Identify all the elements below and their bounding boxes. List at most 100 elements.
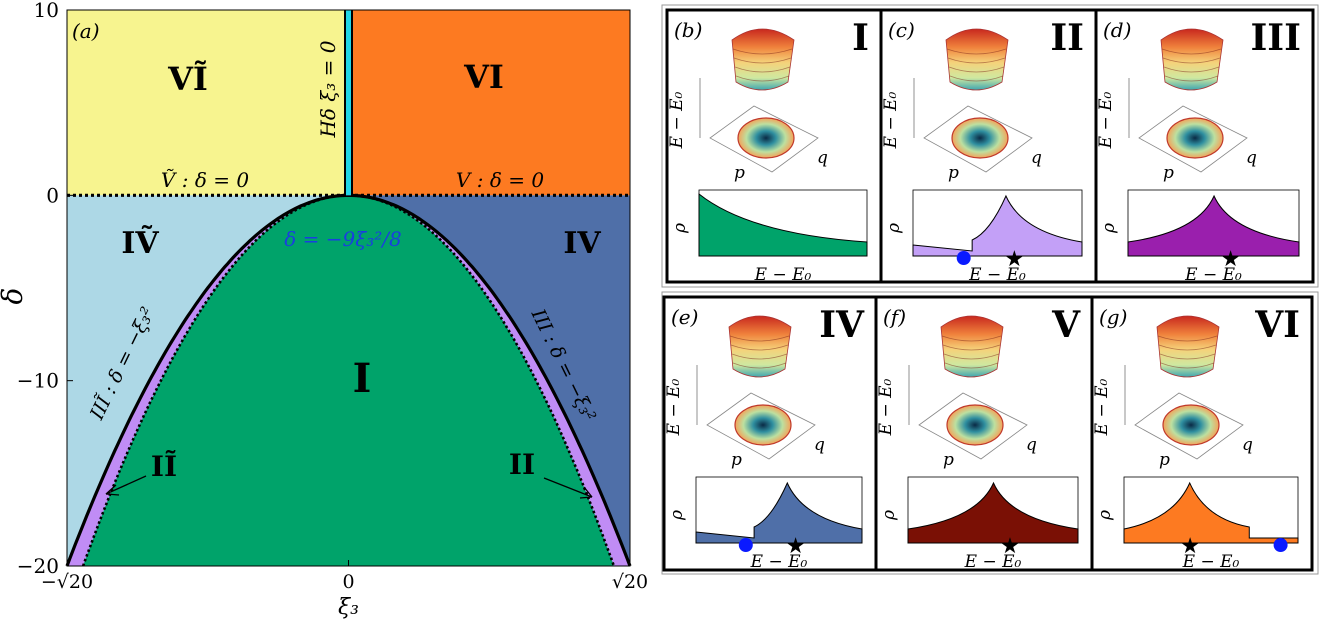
surface-contour xyxy=(1158,344,1217,351)
surface-contour xyxy=(941,335,1002,342)
axis-label-rho: ρ xyxy=(884,223,904,234)
boundary-H xyxy=(346,10,351,196)
x-tick-label: −√20 xyxy=(41,571,93,593)
contour-plane xyxy=(1134,392,1244,460)
critical-point-dot xyxy=(738,538,753,552)
contour-map xyxy=(734,404,792,446)
axis-label-energy-vertical: E − E₀ xyxy=(881,91,901,149)
axis-label-p: p xyxy=(1163,163,1174,183)
contour-plane xyxy=(709,105,819,173)
region-label-VI: VI xyxy=(463,58,504,96)
axis-label-rho: ρ xyxy=(1099,223,1119,234)
critical-point-star: ★ xyxy=(1005,247,1025,272)
axis-label-energy-vertical: E − E₀ xyxy=(876,378,896,436)
region-I xyxy=(83,195,614,567)
surface-contour xyxy=(949,75,1004,82)
axis-label-rho: ρ xyxy=(670,223,690,234)
subpanel-I: (b) I E − E₀ p q ρ E − E₀ xyxy=(665,8,883,285)
subpanel-roman: VI xyxy=(1254,304,1300,346)
label-H-line: Hδ ξ₃ = 0 xyxy=(316,40,340,138)
dos-curve xyxy=(1123,481,1299,544)
potential-surface xyxy=(728,315,792,378)
surface-contour xyxy=(1161,48,1222,55)
critical-point-dot xyxy=(956,251,971,265)
subpanel-label: (b) xyxy=(674,18,702,42)
surface-contour xyxy=(1159,353,1216,360)
axis-label-energy-vertical: E − E₀ xyxy=(1092,378,1112,436)
dos-curve xyxy=(698,192,868,257)
region-VI xyxy=(348,10,630,196)
critical-point-star: ★ xyxy=(1180,534,1200,559)
surface-contour xyxy=(1163,66,1220,73)
arrow-II xyxy=(543,477,593,498)
axis-label-q: q xyxy=(1246,148,1257,168)
y-tick-label: −10 xyxy=(17,369,59,393)
contour-map xyxy=(1162,404,1220,446)
critical-point-dot xyxy=(1273,538,1288,552)
subpanel-label: (c) xyxy=(888,18,915,42)
surface-contour xyxy=(730,344,789,351)
contour-plane xyxy=(918,392,1028,460)
axis-label-p: p xyxy=(948,163,959,183)
surface-contour xyxy=(947,57,1006,64)
axis-label-energy-vertical: E − E₀ xyxy=(667,91,687,149)
surface-contour xyxy=(944,362,999,369)
region-label-I: I xyxy=(353,355,372,402)
dos-curve xyxy=(907,481,1079,544)
contour-plane xyxy=(923,105,1033,173)
critical-point-star: ★ xyxy=(1000,534,1020,559)
potential-surface xyxy=(945,28,1009,91)
critical-point-star: ★ xyxy=(786,534,806,559)
dos-curve xyxy=(1127,194,1300,257)
arrowhead-II xyxy=(579,486,593,499)
surface-contour xyxy=(732,362,787,369)
subpanel-roman: IV xyxy=(819,304,865,346)
y-axis-label: δ xyxy=(0,288,29,305)
axis-label-energy-vertical: E − E₀ xyxy=(1096,91,1116,149)
surface-contour xyxy=(948,66,1005,73)
subpanel-label: (f) xyxy=(883,305,906,329)
axis-label-energy: E − E₀ xyxy=(1182,552,1240,572)
group-frame-top xyxy=(661,4,1319,288)
axis-label-rho: ρ xyxy=(879,510,899,521)
dos-curve xyxy=(695,481,863,544)
surface-contour xyxy=(1160,362,1215,369)
axis-label-energy: E − E₀ xyxy=(964,552,1022,572)
axis-label-rho: ρ xyxy=(1095,510,1115,521)
y-tick-label: 10 xyxy=(34,0,59,22)
arrow-II-tilde xyxy=(105,475,147,495)
surface-contour xyxy=(732,48,793,55)
group-frame-bottom xyxy=(661,291,1319,575)
axis-label-q: q xyxy=(1242,435,1253,455)
surface-contour xyxy=(735,75,790,82)
surface-contour xyxy=(1162,57,1221,64)
axis-label-q: q xyxy=(1031,148,1042,168)
axis-label-q: q xyxy=(814,435,825,455)
region-VI-tilde xyxy=(67,10,349,196)
region-label-VI-tilde: VĨ xyxy=(167,60,208,98)
axis-label-p: p xyxy=(731,450,742,470)
label-V-tilde-line: Ṽ : δ = 0 xyxy=(161,168,249,192)
axis-label-p: p xyxy=(734,163,745,183)
axis-label-energy: E − E₀ xyxy=(750,552,808,572)
contour-map xyxy=(737,117,795,159)
region-label-IV: IV xyxy=(563,226,601,261)
axis-label-q: q xyxy=(817,148,828,168)
contour-map xyxy=(946,404,1004,446)
axis-label-energy-vertical: E − E₀ xyxy=(664,378,684,436)
x-axis-label: ξ₃ xyxy=(338,595,359,620)
subpanel-label: (e) xyxy=(671,305,698,329)
surface-contour xyxy=(733,57,792,64)
contour-plane xyxy=(1138,105,1248,173)
surface-contour xyxy=(734,66,791,73)
potential-surface xyxy=(731,28,795,91)
subpanel-label: (d) xyxy=(1103,18,1131,42)
subpanel-label: (g) xyxy=(1099,305,1127,329)
surface-contour xyxy=(1164,75,1219,82)
x-tick-label: √20 xyxy=(612,571,648,593)
